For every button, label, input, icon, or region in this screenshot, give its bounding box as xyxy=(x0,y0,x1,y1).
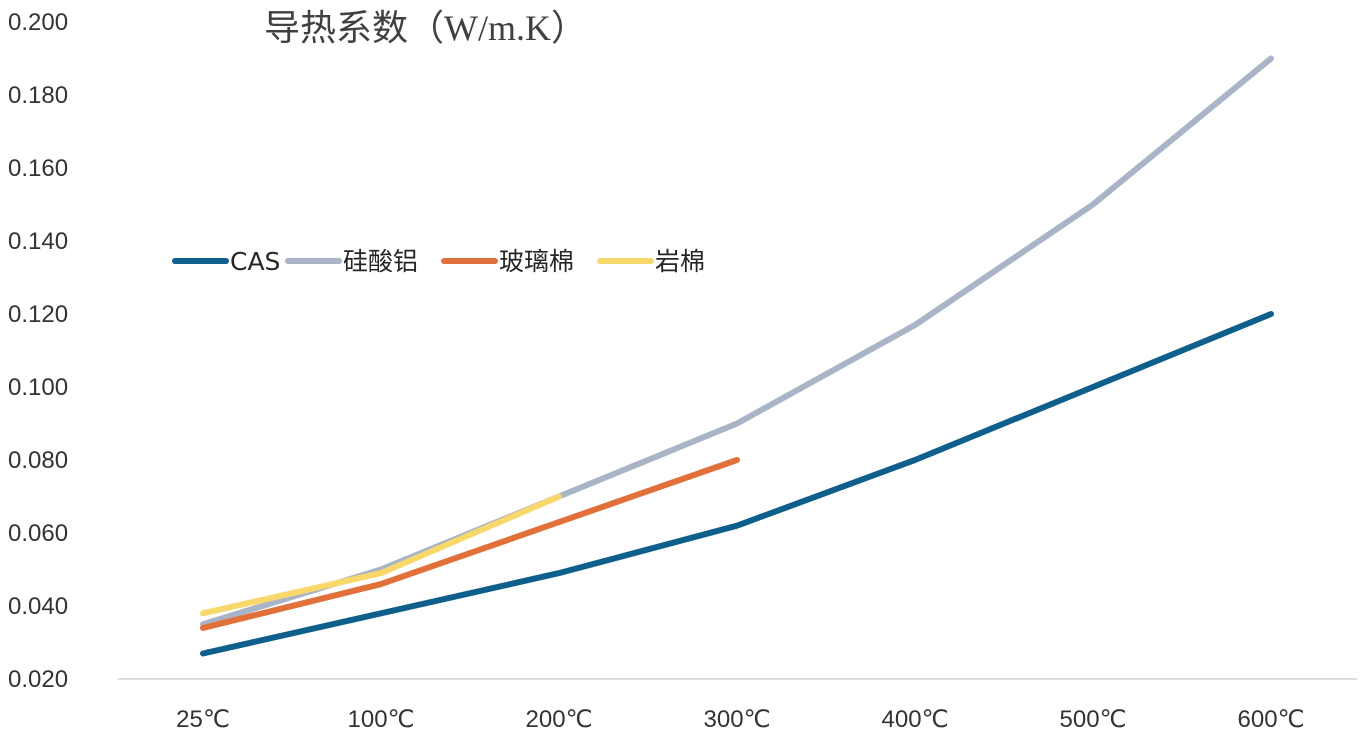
y-tick-label: 0.100 xyxy=(8,374,68,401)
series-line-1 xyxy=(200,311,1274,657)
x-tick-label: 100℃ xyxy=(348,706,415,733)
legend-label-4: 岩棉 xyxy=(655,247,705,276)
y-tick-label: 0.200 xyxy=(8,9,68,36)
y-tick-label: 0.120 xyxy=(8,301,68,328)
series-line-2 xyxy=(200,55,1274,628)
legend: CAS 硅酸铝 玻璃棉 岩棉 xyxy=(172,247,705,276)
series-lines xyxy=(200,55,1274,657)
series-line-4 xyxy=(200,493,562,617)
x-tick-label: 300℃ xyxy=(704,706,771,733)
y-tick-label: 0.060 xyxy=(8,520,68,547)
legend-label-3: 玻璃棉 xyxy=(499,247,574,276)
x-axis-ticks: 25℃ 100℃ 200℃ 300℃ 400℃ 500℃ 600℃ xyxy=(176,706,1304,733)
legend-label-1: CAS xyxy=(230,247,280,276)
x-tick-label: 25℃ xyxy=(176,706,230,733)
y-tick-label: 0.140 xyxy=(8,228,68,255)
series-line-3 xyxy=(200,457,740,631)
y-tick-label: 0.020 xyxy=(8,666,68,693)
chart-title: 导热系数（W/m.K） xyxy=(264,8,587,48)
x-tick-label: 500℃ xyxy=(1060,706,1127,733)
y-tick-label: 0.040 xyxy=(8,593,68,620)
y-tick-label: 0.160 xyxy=(8,155,68,182)
y-axis-ticks: 0.020 0.040 0.060 0.080 0.100 0.120 0.140 0.160… xyxy=(8,9,68,693)
y-tick-label: 0.080 xyxy=(8,447,68,474)
x-tick-label: 400℃ xyxy=(882,706,949,733)
x-tick-label: 200℃ xyxy=(526,706,593,733)
y-tick-label: 0.180 xyxy=(8,82,68,109)
legend-label-2: 硅酸铝 xyxy=(343,247,418,276)
x-tick-label: 600℃ xyxy=(1238,706,1305,733)
